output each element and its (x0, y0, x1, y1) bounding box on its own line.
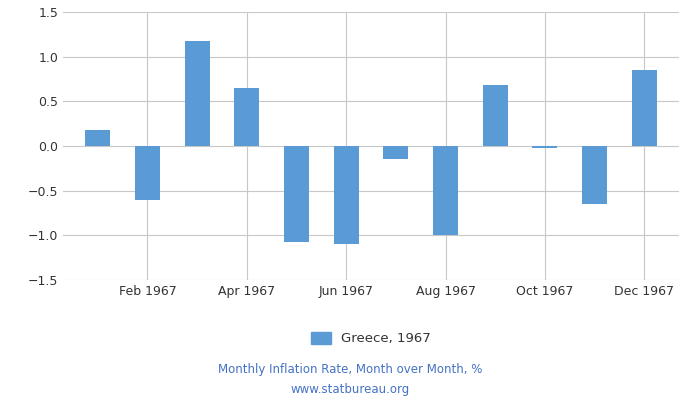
Bar (185, 42, 209, 146)
Legend: Greece, 1967: Greece, 1967 (306, 327, 436, 351)
Bar (483, 85, 507, 146)
Bar (135, 146, 160, 200)
Bar (234, 88, 259, 146)
Text: www.statbureau.org: www.statbureau.org (290, 384, 410, 396)
Bar (533, 146, 557, 148)
Bar (384, 146, 408, 159)
Bar (433, 146, 458, 235)
Bar (85, 130, 110, 146)
Bar (334, 146, 358, 244)
Bar (582, 146, 607, 204)
Bar (284, 146, 309, 242)
Text: Monthly Inflation Rate, Month over Month, %: Monthly Inflation Rate, Month over Month… (218, 364, 482, 376)
Bar (632, 70, 657, 146)
